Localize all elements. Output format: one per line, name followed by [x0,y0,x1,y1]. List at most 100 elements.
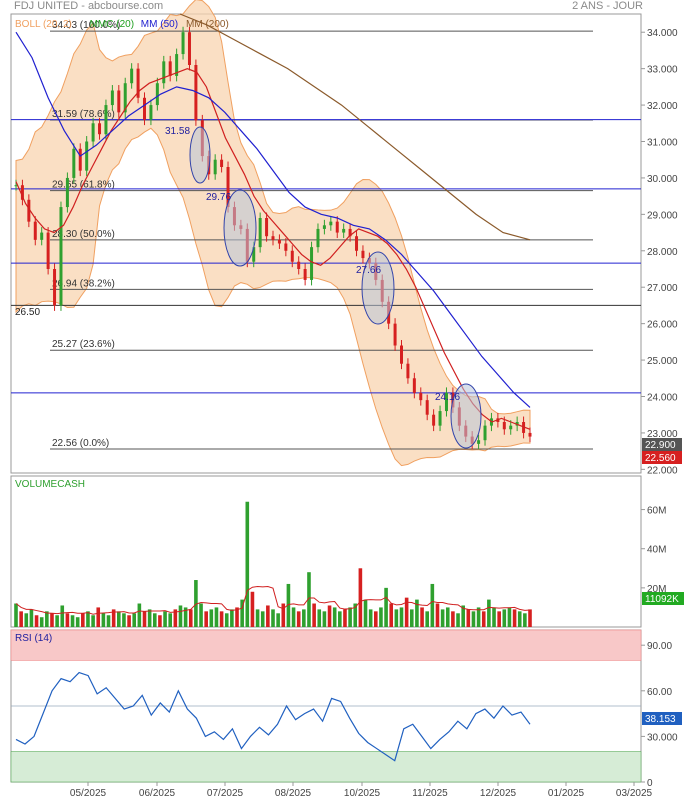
candle-body [136,68,140,98]
volume-bar [34,615,39,627]
volume-bar [487,599,491,627]
panel-frame-1 [10,475,642,628]
volume-bar [106,615,111,627]
volume-tick-label: 20M [647,584,666,595]
annotation-label: 27.66 [356,265,381,276]
annotation-label: 29.76 [206,192,231,203]
volume-bar [266,605,270,627]
volume-bar [461,605,465,627]
x-tick-label: 12/2025 [480,788,517,799]
moving-average-line [15,31,531,408]
volume-bar [286,583,291,627]
volume-bar [250,591,255,627]
candle-body [187,32,191,65]
volume-bar [363,599,368,627]
price-tick-label: 23.000 [647,429,678,440]
candle-body [40,232,44,240]
candle-body [316,228,320,248]
price-tick-label: 22.000 [647,465,678,476]
candle-body [181,32,185,55]
volume-tag-bg [642,592,684,605]
candle-body [123,83,127,113]
volume-bar [81,613,85,627]
x-tick-label: 06/2025 [139,788,176,799]
candle-body [14,185,18,187]
candle-body [65,177,69,208]
price-tick-label: 34.000 [647,28,678,39]
candle-body [342,228,346,233]
volume-bar [19,611,23,627]
candle-body [149,105,153,120]
volume-bar [163,611,167,627]
last-price-tag-bg [642,438,682,451]
volume-bar [60,605,65,627]
candle-body [419,392,423,401]
candle-body [329,221,333,226]
candle-body [53,269,57,306]
volume-average-line [15,586,531,615]
pattern-marker [189,126,211,184]
candle-body [98,123,102,135]
volume-bar [152,613,157,627]
volume-bar [409,609,414,627]
candle-body [220,159,224,167]
volume-bar [466,609,471,627]
price-tick-label: 28.000 [647,247,678,258]
volume-bar [271,609,275,627]
panel-frame-0 [10,13,642,474]
candle-body [265,218,269,237]
volume-bar [235,607,239,627]
volume-bar [75,617,80,627]
candle-body [277,239,281,244]
volume-tick-label: 40M [647,545,666,556]
moving-average-line [179,13,531,241]
candle-body [78,148,82,171]
volume-bar [492,607,496,627]
volume-bar [142,611,147,627]
volume-bar [281,603,286,627]
last-price-tag: 22.900 [645,440,676,451]
volume-bar [353,603,358,627]
volume-bar [230,609,234,627]
volume-bar [384,587,388,627]
volume-bar [204,611,208,627]
candle-body [284,243,288,251]
volume-bar [425,611,429,627]
x-tick-label: 07/2025 [207,788,244,799]
volume-bar [291,607,296,627]
candle-body [226,167,230,208]
chart-title: FDJ UNITED - abcbourse.com [14,0,164,12]
candle-body [425,400,429,415]
prev-price-tag-bg [642,451,682,464]
volume-bar [240,599,244,627]
candle-body [303,269,307,280]
volume-bar [214,607,219,627]
volume-bar [420,607,424,627]
candle-body [432,414,436,426]
legend-item: MM (200) [186,19,229,30]
candle-body [91,123,95,142]
price-panel: 22.000 23.000 24.000 25.000 26.000 27.000 28.0… [11,0,682,476]
volume-bar [101,613,106,627]
volume-bar [476,607,481,627]
volume-bar [45,611,49,627]
volume-panel: VOLUMECASH 20M 40M 60M 11092K [14,479,684,627]
candle-body [20,185,24,200]
x-tick-label: 11/2025 [412,788,448,799]
rsi-overbought-zone [10,629,642,661]
volume-bar [358,568,363,627]
volume-bar [374,611,378,627]
x-tick-label: 03/2025 [616,788,653,799]
candle-body [361,250,365,259]
volume-bar [276,613,280,627]
volume-bar [86,611,90,627]
volume-bar [332,607,337,627]
rsi-tick-label: 60.00 [647,687,672,698]
rsi-tick-label: 0 [647,778,653,789]
candle-body [59,207,63,306]
moving-average-line [15,68,531,430]
volume-bar [312,603,316,627]
fib-label: 26.94 (38.2%) [52,278,115,289]
rsi-tag-bg [642,712,682,725]
